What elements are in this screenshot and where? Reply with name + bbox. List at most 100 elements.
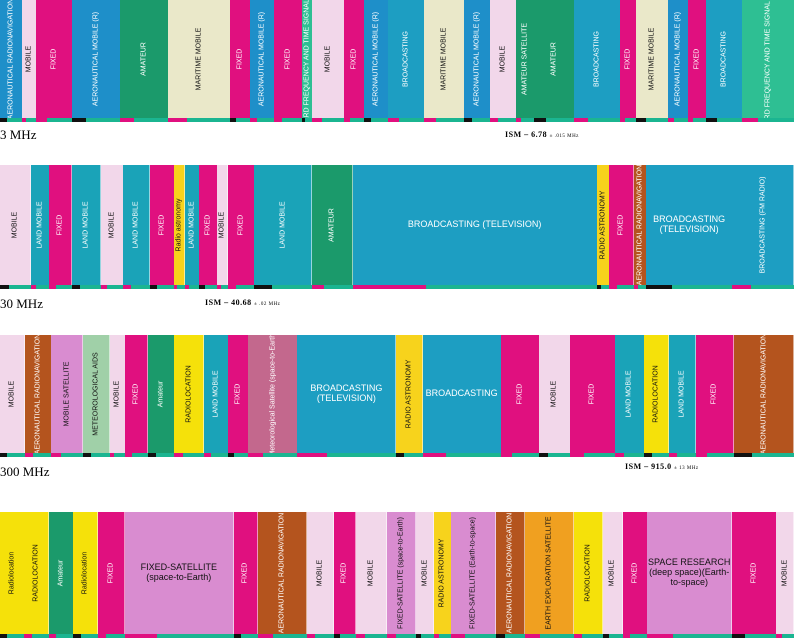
allocation-segment: MOBILE bbox=[109, 335, 126, 453]
band-row-3-strip bbox=[0, 453, 794, 457]
service-strip-segment bbox=[620, 118, 625, 122]
service-strip-segment bbox=[51, 453, 61, 457]
band-row-4-strip bbox=[0, 634, 794, 638]
allocation-label: AERONAUTICAL MOBILE (R) bbox=[258, 11, 266, 107]
service-strip-segment bbox=[386, 634, 396, 638]
service-strip-segment bbox=[355, 634, 366, 638]
service-strip-segment bbox=[395, 453, 404, 457]
service-strip-segment bbox=[147, 453, 156, 457]
allocation-label: AERONAUTICAL RADIONAVIGATION bbox=[7, 0, 15, 118]
service-strip-segment bbox=[524, 634, 540, 638]
service-strip-segment bbox=[776, 634, 782, 638]
ism-note-2-main: ISM – 40.68 bbox=[205, 298, 252, 307]
service-strip-segment bbox=[573, 634, 583, 638]
allocation-label: Radiolocation bbox=[8, 551, 16, 595]
allocation-label: FIXED bbox=[234, 383, 242, 405]
service-strip-segment bbox=[0, 118, 7, 122]
allocation-segment: RADIOLOCATION bbox=[644, 335, 670, 453]
allocation-label: MOBILE bbox=[218, 211, 226, 239]
allocation-segment: MOBILE bbox=[312, 0, 345, 118]
allocation-label: LAND MOBILE bbox=[279, 201, 287, 249]
allocation-label: FIXED bbox=[56, 214, 64, 236]
allocation-label: BROADCASTING (TELEVISION) bbox=[310, 383, 383, 403]
allocation-segment: FIXED bbox=[274, 0, 303, 118]
allocation-label: AERONAUTICAL RADIONAVIGATION bbox=[34, 335, 42, 453]
allocation-segment: FIXED bbox=[731, 512, 777, 634]
ism-note-2-sub: ± .02 MHz bbox=[254, 302, 281, 307]
allocation-segment: MOBILE bbox=[539, 335, 571, 453]
allocation-label: SPACE RESEARCH (deep space)(Earth-to-spa… bbox=[648, 557, 731, 587]
service-strip-segment bbox=[574, 118, 588, 122]
service-strip-segment bbox=[199, 285, 205, 289]
allocation-segment: FIXED bbox=[695, 335, 735, 453]
service-strip-segment bbox=[123, 285, 132, 289]
allocation-segment: MOBILE bbox=[0, 335, 26, 453]
allocation-segment: FIXED bbox=[333, 512, 357, 634]
allocation-segment: AERONAUTICAL RADIONAVIGATION bbox=[24, 335, 52, 453]
allocation-segment: MARITIME MOBILE bbox=[168, 0, 231, 118]
allocation-label: BROADCASTING bbox=[425, 388, 498, 399]
allocation-segment: BROADCASTING bbox=[388, 0, 425, 118]
allocation-label: Amateur bbox=[57, 559, 65, 587]
allocation-label: BROADCASTING bbox=[402, 30, 410, 88]
allocation-label: Radiolocation bbox=[81, 551, 89, 595]
allocation-segment: BROADCASTING bbox=[706, 0, 743, 118]
allocation-label: AERONAUTICAL MOBILE (R) bbox=[372, 11, 380, 107]
allocation-label: FIXED bbox=[350, 48, 358, 70]
allocation-segment: STANDARD FREQUENCY AND TIME SIGNAL (5 MH… bbox=[302, 0, 313, 118]
allocation-label: FIXED bbox=[516, 383, 524, 405]
service-strip-segment bbox=[73, 634, 81, 638]
allocation-label: BROADCASTING bbox=[593, 30, 601, 88]
service-strip-segment bbox=[48, 634, 57, 638]
band-row-3: MOBILE AERONAUTICAL RADIONAVIGATION MOBILE… bbox=[0, 335, 794, 453]
service-strip-segment bbox=[203, 453, 211, 457]
allocation-label: MOBILE bbox=[367, 559, 375, 587]
allocation-label: FIXED bbox=[631, 562, 639, 584]
allocation-label: AMATEUR bbox=[140, 42, 148, 76]
allocation-label: MARITIME MOBILE bbox=[648, 27, 656, 91]
allocation-label: FIXED bbox=[617, 214, 625, 236]
allocation-segment: BROADCASTING bbox=[574, 0, 621, 118]
allocation-segment: Radiolocation bbox=[73, 512, 99, 634]
allocation-segment: FIXED bbox=[620, 0, 637, 118]
allocation-segment: LAND MOBILE bbox=[203, 335, 229, 453]
allocation-segment: Amateur bbox=[147, 335, 175, 453]
allocation-segment: RADIOLOCATION bbox=[174, 335, 205, 453]
allocation-segment: AERONAUTICAL RADIONAVIGATION bbox=[257, 512, 308, 634]
allocation-segment: FIXED bbox=[609, 165, 635, 285]
service-strip-segment bbox=[609, 285, 617, 289]
allocation-label: FIXED bbox=[340, 562, 348, 584]
allocation-segment: FIXED-SATELLITE (space-to-Earth) bbox=[124, 512, 235, 634]
service-strip-segment bbox=[0, 453, 8, 457]
allocation-segment: FIXED bbox=[36, 0, 73, 118]
allocation-segment: RADIO ASTRONOMY bbox=[395, 335, 424, 453]
allocation-segment: FIXED-SATELLITE (space-to-Earth) bbox=[386, 512, 417, 634]
service-strip-segment bbox=[302, 118, 305, 122]
allocation-label: MOBILE bbox=[499, 45, 507, 73]
service-strip-segment bbox=[636, 118, 646, 122]
band-row-1-strip bbox=[0, 118, 794, 122]
allocation-segment: MOBILE bbox=[776, 512, 794, 634]
service-strip-segment bbox=[124, 634, 158, 638]
allocation-segment: FIXED bbox=[622, 512, 648, 634]
service-strip-segment bbox=[742, 118, 758, 122]
service-strip-segment bbox=[602, 634, 609, 638]
allocation-segment: MARITIME MOBILE bbox=[424, 0, 465, 118]
allocation-segment: FIXED bbox=[344, 0, 365, 118]
allocation-label: BROADCASTING (TELEVISION) bbox=[653, 214, 726, 234]
allocation-segment: MOBILE bbox=[415, 512, 435, 634]
allocation-segment: EARTH EXPLORATION SATELLITE bbox=[524, 512, 575, 634]
allocation-segment: RADIO ASTRONOMY bbox=[433, 512, 452, 634]
service-strip-segment bbox=[0, 285, 10, 289]
allocation-segment: METEOROLOGICAL AIDS bbox=[82, 335, 111, 453]
band-row-4: Radiolocation RADIOLOCATION Amateur Radiolo… bbox=[0, 512, 794, 634]
allocation-label: AERONAUTICAL RADIONAVIGATION bbox=[278, 512, 286, 634]
allocation-segment: FIXED bbox=[97, 512, 126, 634]
service-strip-segment bbox=[424, 118, 436, 122]
service-strip-segment bbox=[72, 118, 87, 122]
service-strip-segment bbox=[695, 453, 707, 457]
allocation-label: STANDARD FREQUENCY AND TIME SIGNAL (15 M… bbox=[764, 0, 772, 118]
allocation-segment: LAND MOBILE bbox=[254, 165, 313, 285]
service-strip-segment bbox=[257, 634, 273, 638]
allocation-segment: FIXED bbox=[199, 165, 218, 285]
